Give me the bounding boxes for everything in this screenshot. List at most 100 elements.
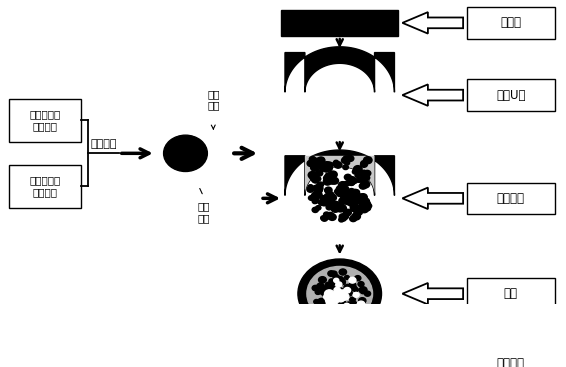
Text: 微米
粉体: 微米 粉体 [197, 201, 209, 223]
Circle shape [353, 167, 360, 173]
Circle shape [328, 362, 334, 367]
Circle shape [324, 212, 329, 217]
Circle shape [344, 355, 349, 360]
Circle shape [336, 295, 340, 298]
Circle shape [335, 189, 341, 194]
Circle shape [340, 299, 345, 304]
Circle shape [318, 298, 325, 305]
Circle shape [340, 291, 346, 296]
Circle shape [334, 287, 340, 293]
Circle shape [359, 203, 367, 210]
Circle shape [329, 279, 335, 283]
Circle shape [323, 349, 357, 367]
Circle shape [334, 162, 342, 168]
Circle shape [353, 170, 358, 174]
Circle shape [338, 291, 344, 295]
Circle shape [338, 295, 342, 298]
Circle shape [336, 359, 341, 364]
Circle shape [329, 286, 335, 290]
Circle shape [332, 359, 338, 363]
Circle shape [327, 308, 331, 311]
Text: 微米粉体按
比例称重: 微米粉体按 比例称重 [29, 109, 61, 131]
Circle shape [321, 200, 327, 206]
Circle shape [356, 200, 362, 204]
Circle shape [329, 194, 336, 200]
Circle shape [327, 302, 333, 307]
Text: 纯铜带: 纯铜带 [500, 17, 521, 29]
Circle shape [366, 204, 372, 208]
Circle shape [329, 203, 333, 207]
Circle shape [336, 295, 343, 301]
Circle shape [344, 195, 349, 199]
Circle shape [338, 362, 341, 365]
Circle shape [328, 172, 335, 178]
Bar [467, 183, 555, 214]
Circle shape [307, 266, 372, 321]
Text: 轧成U型: 轧成U型 [496, 88, 526, 102]
Polygon shape [402, 84, 463, 106]
Circle shape [315, 186, 320, 190]
Circle shape [340, 290, 347, 296]
Circle shape [317, 283, 324, 289]
Circle shape [311, 174, 317, 179]
Circle shape [298, 259, 381, 328]
Circle shape [324, 175, 331, 181]
Circle shape [352, 179, 358, 183]
Circle shape [338, 361, 341, 363]
Circle shape [308, 171, 317, 179]
Circle shape [331, 294, 339, 301]
Circle shape [331, 178, 338, 184]
Circle shape [337, 294, 342, 297]
Circle shape [333, 275, 340, 280]
Circle shape [344, 356, 348, 359]
Circle shape [358, 281, 364, 287]
Circle shape [331, 290, 336, 295]
Circle shape [336, 188, 342, 193]
Circle shape [336, 358, 341, 362]
Circle shape [337, 294, 343, 299]
Circle shape [327, 287, 333, 291]
Circle shape [334, 360, 337, 362]
Circle shape [329, 171, 337, 178]
Circle shape [334, 293, 339, 297]
Circle shape [340, 293, 349, 300]
Polygon shape [402, 352, 463, 367]
Circle shape [162, 119, 182, 136]
Circle shape [338, 360, 344, 365]
Circle shape [351, 189, 359, 196]
Circle shape [333, 160, 338, 164]
Circle shape [321, 308, 328, 314]
Text: 填充粉体: 填充粉体 [497, 192, 525, 205]
Circle shape [349, 181, 354, 185]
Circle shape [363, 175, 370, 181]
Circle shape [336, 359, 341, 363]
Circle shape [335, 363, 339, 367]
Bar [467, 278, 555, 309]
Circle shape [313, 192, 318, 196]
Circle shape [316, 206, 321, 210]
Circle shape [335, 362, 340, 366]
Circle shape [354, 166, 362, 173]
Circle shape [311, 164, 319, 171]
Circle shape [325, 165, 332, 171]
Circle shape [335, 277, 342, 283]
Circle shape [349, 287, 353, 291]
Circle shape [338, 359, 343, 362]
Circle shape [335, 352, 338, 355]
Circle shape [336, 356, 341, 360]
Circle shape [334, 288, 339, 292]
Circle shape [345, 276, 349, 279]
Circle shape [361, 195, 367, 200]
Circle shape [349, 277, 356, 283]
Circle shape [359, 287, 366, 293]
Circle shape [365, 206, 371, 211]
Circle shape [344, 306, 353, 314]
Circle shape [344, 187, 349, 191]
Circle shape [337, 295, 342, 299]
Circle shape [339, 361, 344, 366]
Text: 拉拔成丝: 拉拔成丝 [497, 357, 525, 367]
Circle shape [328, 163, 333, 167]
Circle shape [361, 180, 366, 184]
Circle shape [316, 158, 324, 165]
Circle shape [341, 281, 345, 284]
